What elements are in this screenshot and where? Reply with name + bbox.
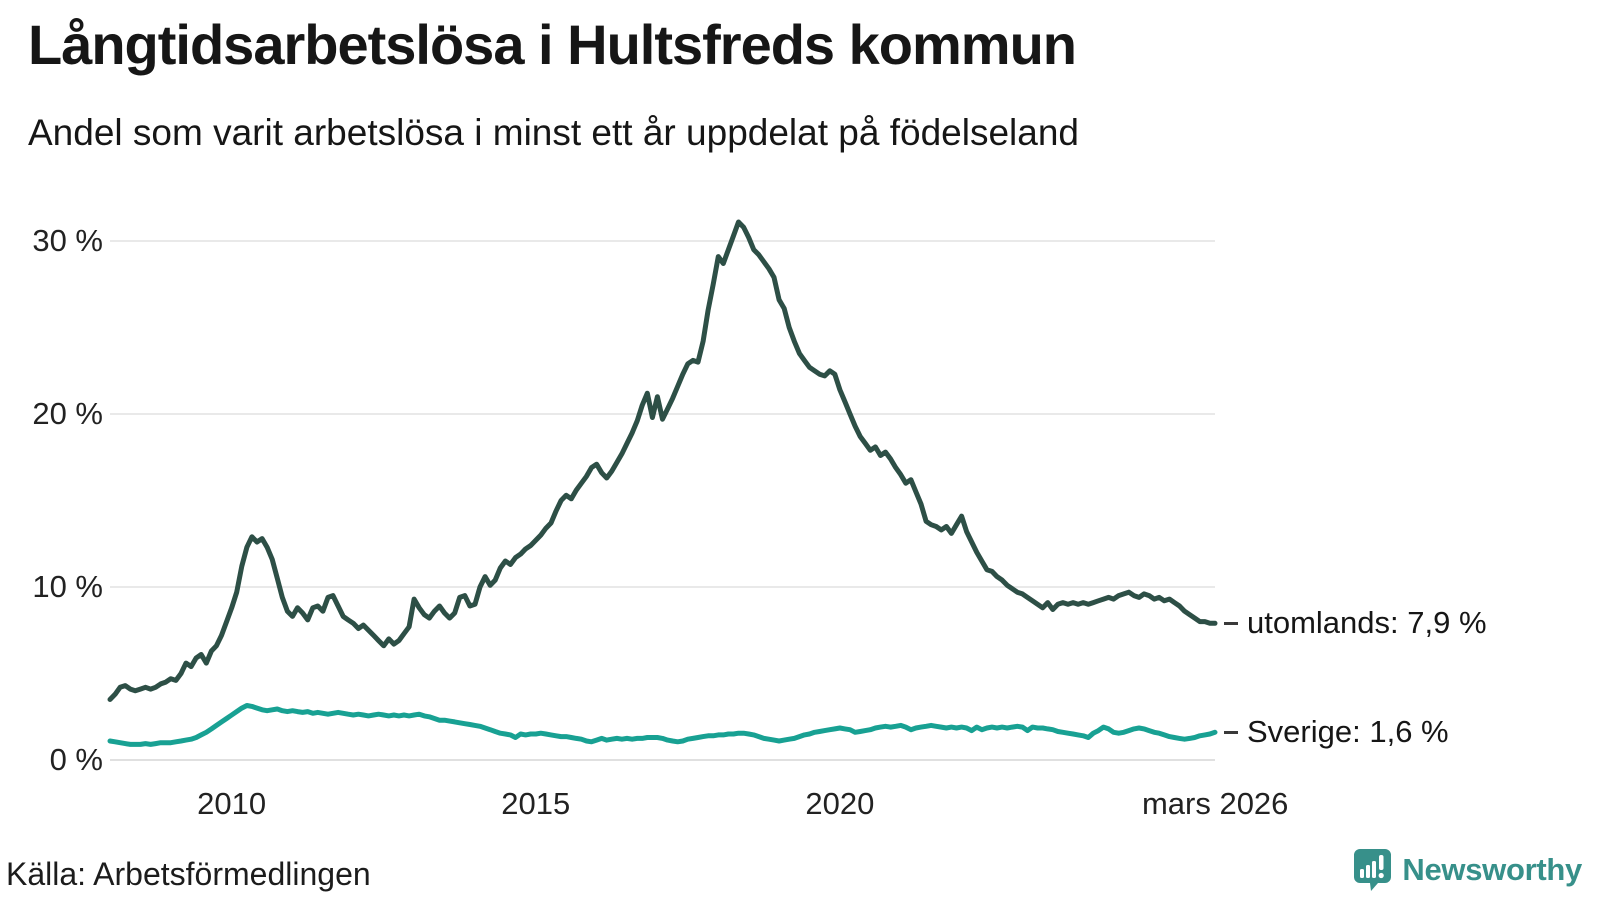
- series-line-utomlands: [107, 219, 1218, 702]
- y-tick-label-30: 30 %: [32, 223, 103, 258]
- source-note: Källa: Arbetsförmedlingen: [6, 856, 371, 892]
- y-tick-label-10: 10 %: [32, 569, 103, 604]
- series-line-Sverige: [107, 703, 1218, 747]
- x-tick-label-2020: 2020: [805, 786, 875, 821]
- x-tick-label-2010: 2010: [197, 786, 267, 821]
- y-tick-label-20: 20 %: [32, 396, 103, 431]
- series-end-label-utomlands: utomlands: 7,9 %: [1224, 602, 1487, 644]
- end-label-dash: [1224, 621, 1238, 625]
- series-end-label-Sverige: Sverige: 1,6 %: [1224, 711, 1449, 753]
- end-label-text: utomlands: 7,9 %: [1247, 605, 1487, 641]
- page-title: Långtidsarbetslösa i Hultsfreds kommun: [28, 13, 1077, 76]
- end-label-text: Sverige: 1,6 %: [1247, 714, 1449, 750]
- y-tick-label-0: 0 %: [49, 742, 103, 777]
- page-subtitle: Andel som varit arbetslösa i minst ett å…: [28, 112, 1079, 153]
- x-tick-label-mars-2026: mars 2026: [1141, 786, 1289, 821]
- x-tick-label-2015: 2015: [501, 786, 571, 821]
- newsworthy-logo-icon: [1354, 849, 1392, 891]
- newsworthy-brand: Newsworthy: [1352, 848, 1582, 892]
- brand-name: Newsworthy: [1402, 852, 1582, 887]
- end-label-dash: [1224, 730, 1238, 734]
